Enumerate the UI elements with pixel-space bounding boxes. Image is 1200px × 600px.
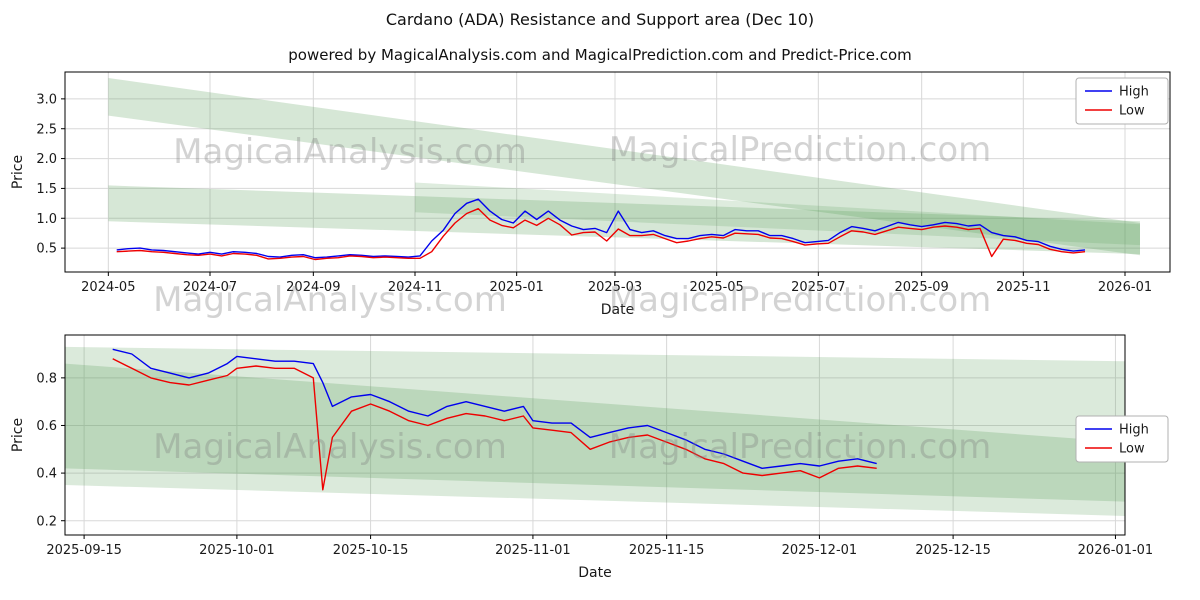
- series-line-low: [116, 207, 1086, 261]
- y-tick-label: 0.4: [36, 467, 57, 482]
- x-tick-label: 2024-11: [388, 280, 442, 295]
- y-tick-label: 1.0: [36, 212, 57, 227]
- x-tick-label: 2024-09: [286, 280, 340, 295]
- x-tick-label: 2025-07: [791, 280, 845, 295]
- y-tick-label: 1.5: [36, 182, 57, 197]
- x-tick-label: 2025-05: [690, 280, 744, 295]
- x-tick-label: 2026-01: [1098, 280, 1152, 295]
- x-tick-label: 2025-10-15: [333, 543, 409, 558]
- x-tick-label: 2025-01: [490, 280, 544, 295]
- recent-detail-chart: 2025-09-15 2025-10-01 2025-10-15 2025-11-01…: [10, 334, 1169, 581]
- axis-ticks: 2025-09-15 2025-10-01 2025-10-15 2025-11-01…: [36, 371, 1153, 558]
- series-lines: [116, 198, 1086, 261]
- y-tick-label: 2.0: [36, 152, 57, 167]
- x-tick-label: 2025-11-15: [629, 543, 705, 558]
- legend-label-low: Low: [1119, 442, 1145, 457]
- y-tick-label: 3.0: [36, 92, 57, 107]
- x-tick-label: 2024-07: [183, 280, 237, 295]
- legend: High Low: [1075, 77, 1169, 125]
- y-tick-label: 0.6: [36, 419, 57, 434]
- x-tick-label: 2025-11: [996, 280, 1050, 295]
- support-resistance-bands: [65, 346, 1125, 516]
- legend-label-low: Low: [1119, 104, 1145, 119]
- x-tick-label: 2024-05: [81, 280, 135, 295]
- legend-label-high: High: [1119, 85, 1149, 100]
- y-tick-label: 0.5: [36, 242, 57, 257]
- legend: High Low: [1075, 415, 1169, 463]
- x-tick-label: 2025-09: [895, 280, 949, 295]
- y-axis-label: Price: [10, 418, 26, 452]
- legend-label-high: High: [1119, 423, 1149, 438]
- series-line-high: [116, 198, 1086, 259]
- x-axis-label: Date: [601, 302, 634, 318]
- y-tick-label: 0.8: [36, 371, 57, 386]
- series-line-high: [112, 348, 877, 469]
- x-tick-label: 2025-12-01: [782, 543, 858, 558]
- x-tick-label: 2025-09-15: [46, 543, 122, 558]
- series-lines: [112, 348, 877, 491]
- grid-lines: [65, 335, 1125, 535]
- y-tick-label: 0.2: [36, 514, 57, 529]
- x-tick-label: 2025-12-15: [915, 543, 991, 558]
- x-tick-label: 2026-01-01: [1078, 543, 1154, 558]
- y-tick-label: 2.5: [36, 122, 57, 137]
- x-axis-label: Date: [578, 565, 611, 581]
- plot-border: [64, 71, 1171, 273]
- axis-ticks: 2024-05 2024-07 2024-09 2024-11 2025-01 2025-…: [36, 92, 1152, 295]
- grid-lines: [65, 72, 1170, 272]
- x-tick-label: 2025-10-01: [199, 543, 275, 558]
- x-tick-label: 2025-11-01: [495, 543, 571, 558]
- chart-subtitle: powered by MagicalAnalysis.com and Magic…: [288, 46, 912, 64]
- series-line-low: [112, 358, 877, 491]
- y-axis-label: Price: [10, 155, 26, 189]
- daily-history-chart: 2024-05 2024-07 2024-09 2024-11 2025-01 2025-…: [10, 71, 1171, 318]
- chart-title: Cardano (ADA) Resistance and Support are…: [385, 10, 815, 29]
- x-tick-label: 2025-03: [588, 280, 642, 295]
